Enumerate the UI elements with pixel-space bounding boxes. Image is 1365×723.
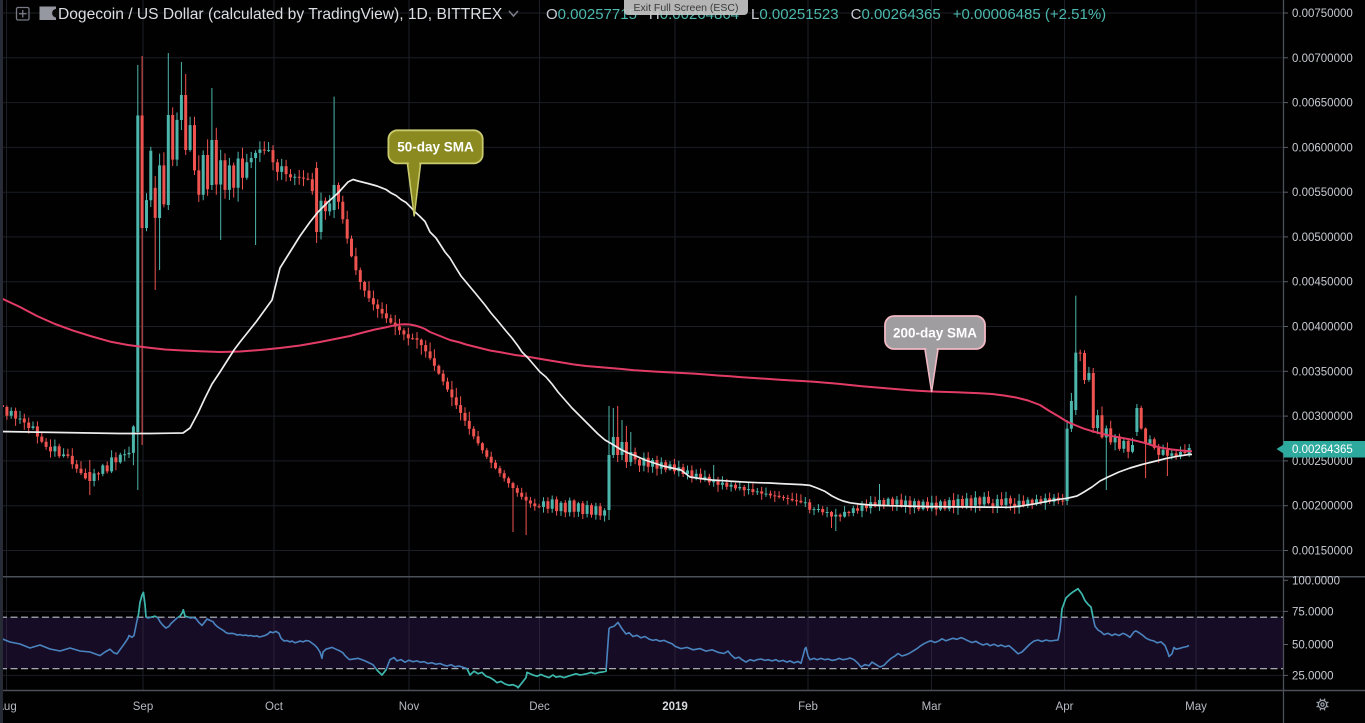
svg-text:0.00700000: 0.00700000 [1292,53,1353,65]
svg-text:0.00450000: 0.00450000 [1292,277,1353,289]
svg-text:Exit Full Screen (ESC): Exit Full Screen (ESC) [633,2,738,14]
svg-text:2019: 2019 [662,701,688,713]
svg-text:Dogecoin / US Dollar (calculat: Dogecoin / US Dollar (calculated by Trad… [58,6,503,23]
svg-text:0.00400000: 0.00400000 [1292,322,1353,334]
svg-text:Feb: Feb [798,701,818,713]
svg-text:0.00650000: 0.00650000 [1292,98,1353,110]
svg-text:Oct: Oct [265,701,284,713]
svg-text:0.00150000: 0.00150000 [1292,546,1353,558]
svg-text:0.00250000: 0.00250000 [1292,456,1353,468]
svg-text:0.00264365: 0.00264365 [1292,444,1353,456]
svg-text:Apr: Apr [1056,701,1074,713]
svg-text:25.0000: 25.0000 [1292,670,1334,682]
svg-text:0.00300000: 0.00300000 [1292,411,1353,423]
svg-text:0.00750000: 0.00750000 [1292,8,1353,20]
svg-text:0.00550000: 0.00550000 [1292,187,1353,199]
svg-text:May: May [1185,701,1207,713]
svg-text:0.00600000: 0.00600000 [1292,142,1353,154]
svg-text:50-day SMA: 50-day SMA [397,140,474,155]
svg-text:0.00200000: 0.00200000 [1292,501,1353,513]
svg-text:O0.00257715H0.00264864L0.00251: O0.00257715H0.00264864L0.00251523C0.0026… [546,6,1106,23]
svg-text:0.00350000: 0.00350000 [1292,366,1353,378]
svg-text:100.0000: 100.0000 [1292,575,1340,587]
svg-text:0.00500000: 0.00500000 [1292,232,1353,244]
svg-text:Mar: Mar [922,701,942,713]
svg-text:Dec: Dec [529,701,550,713]
svg-text:75.0000: 75.0000 [1292,606,1334,618]
svg-text:200-day SMA: 200-day SMA [893,326,977,341]
svg-text:Nov: Nov [399,701,420,713]
svg-text:Sep: Sep [133,701,153,713]
svg-text:Aug: Aug [0,701,17,713]
svg-text:50.0000: 50.0000 [1292,640,1334,652]
